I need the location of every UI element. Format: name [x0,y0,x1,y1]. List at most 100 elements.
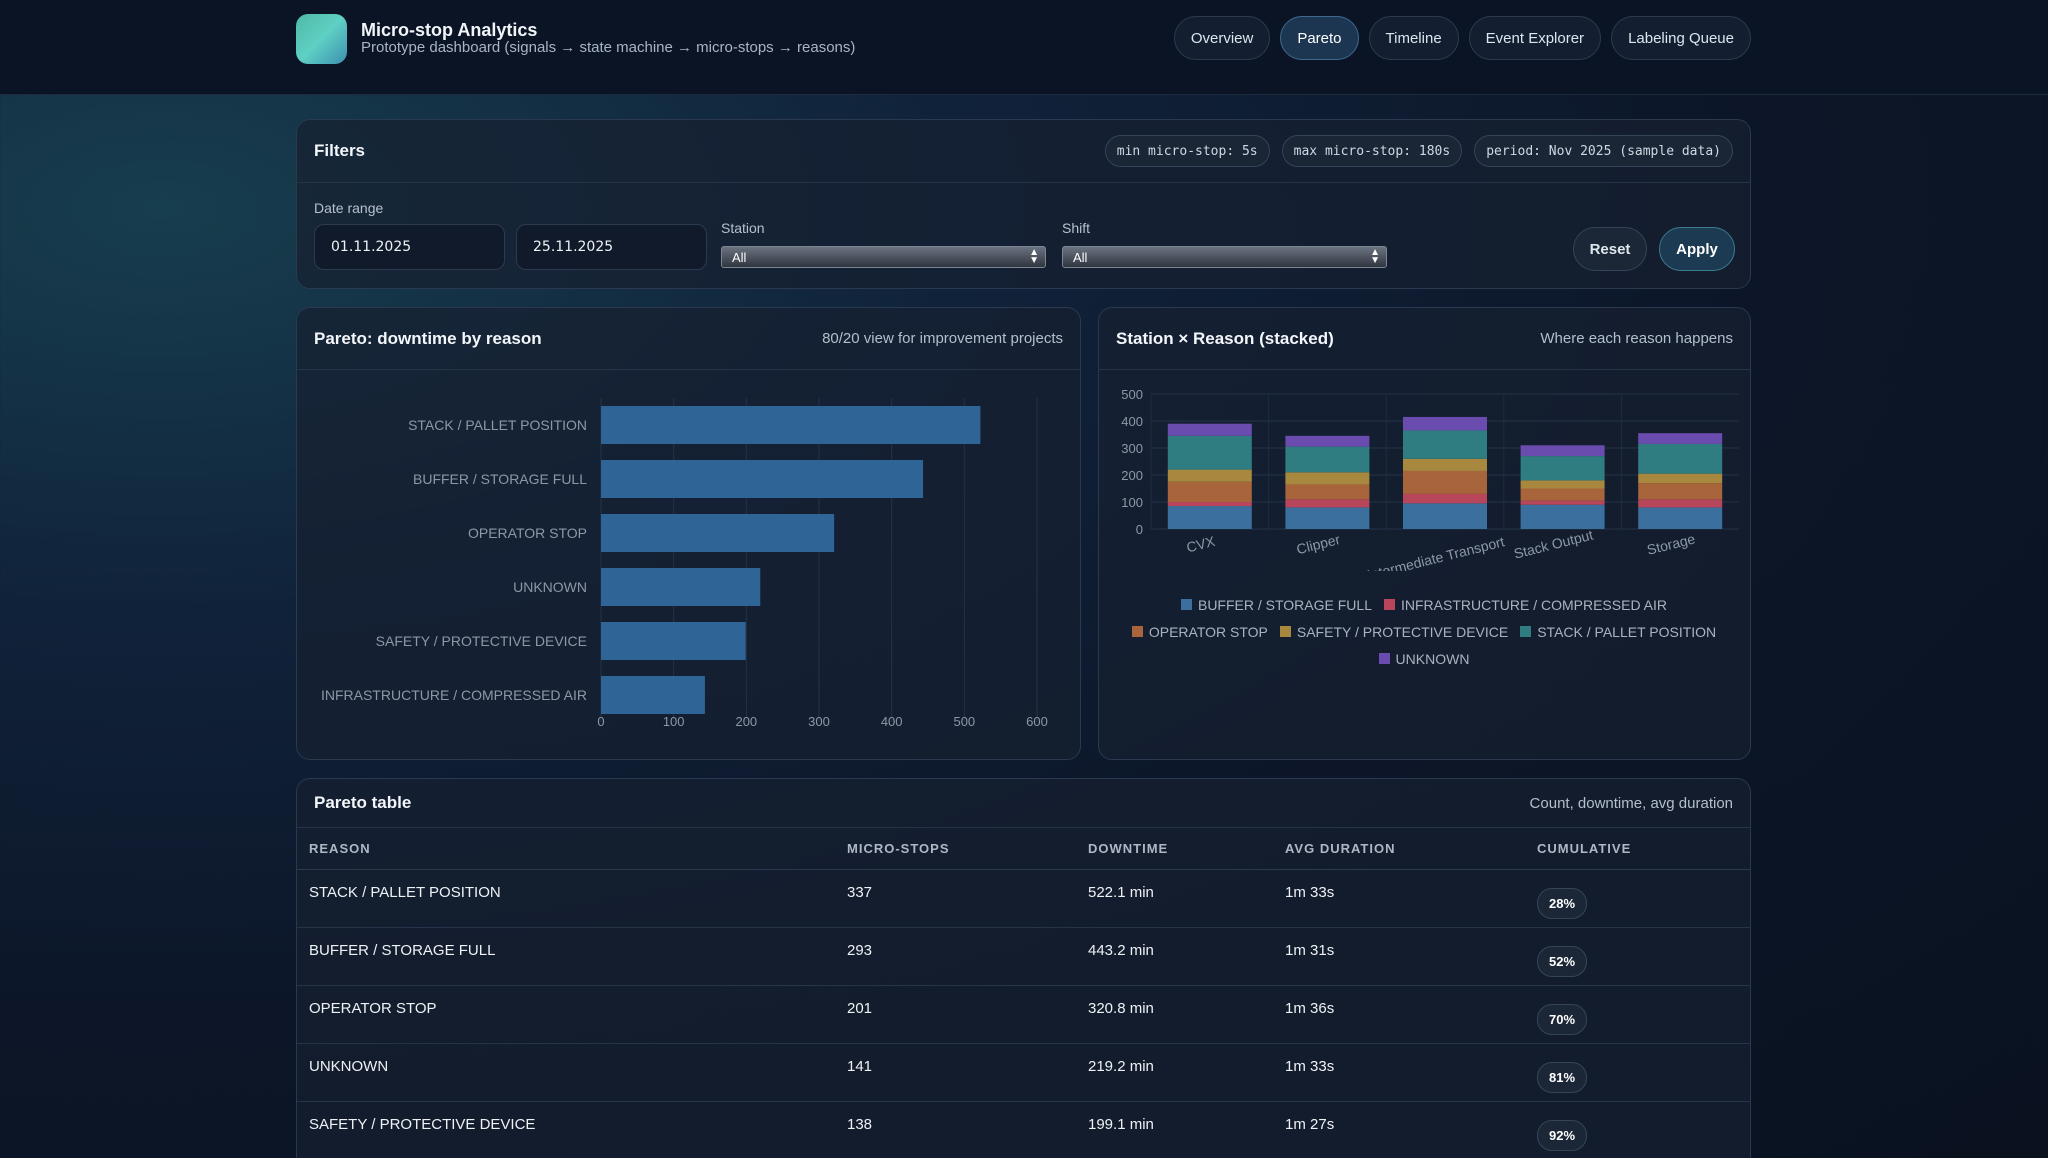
stacked-bar-segment [1638,507,1723,529]
legend-item[interactable]: UNKNOWN [1378,651,1469,667]
cell-micro-stops: 138 [835,1101,1076,1158]
date-from-input[interactable]: 01.11.2025 [314,224,505,270]
x-tick-label: 100 [663,714,685,729]
stacked-bar-segment [1638,443,1723,474]
nav-pareto[interactable]: Pareto [1280,16,1359,60]
stacked-bar-segment [1520,456,1605,481]
station-select[interactable]: All ▲ ▼ [721,246,1046,268]
stacked-bar-segment [1403,493,1487,504]
column-header-micro-stops[interactable]: MICRO-STOPS [835,828,1076,870]
app-subtitle: Prototype dashboard (signals → state mac… [361,39,856,56]
table-row[interactable]: SAFETY / PROTECTIVE DEVICE 138 199.1 min… [297,1101,1750,1158]
shift-select[interactable]: All ▲ ▼ [1062,246,1387,268]
pareto-table: REASON MICRO-STOPS DOWNTIME AVG DURATION… [297,828,1750,1158]
pareto-table-header: Pareto table Count, downtime, avg durati… [297,779,1750,828]
cell-micro-stops: 201 [835,985,1076,1044]
x-tick-label: 200 [735,714,757,729]
legend-item[interactable]: OPERATOR STOP [1131,624,1268,640]
pareto-bar [601,514,835,552]
cell-downtime: 443.2 min [1076,927,1273,986]
station-label: Station [721,220,765,236]
legend-item[interactable]: SAFETY / PROTECTIVE DEVICE [1279,624,1508,640]
apply-button[interactable]: Apply [1659,227,1735,271]
cell-reason: STACK / PALLET POSITION [297,869,835,928]
y-tick-label: 0 [1136,522,1143,537]
table-row[interactable]: BUFFER / STORAGE FULL 293 443.2 min 1m 3… [297,927,1750,986]
legend-item[interactable]: BUFFER / STORAGE FULL [1180,596,1372,613]
legend-swatch [1279,626,1291,637]
stacked-bar-segment [1167,435,1252,470]
stacked-bar-segment [1167,502,1252,507]
cell-micro-stops: 293 [835,927,1076,986]
stacked-bar-segment [1167,469,1252,482]
nav-overview[interactable]: Overview [1173,16,1271,60]
column-header-reason[interactable]: REASON [297,828,835,870]
select-caret-icon: ▲ ▼ [1370,247,1380,266]
cell-avg-duration: 1m 31s [1273,927,1525,986]
select-caret-icon: ▲ ▼ [1029,247,1039,266]
stacked-bar-segment [1520,480,1605,489]
cell-cumulative: 52% [1525,927,1750,986]
cell-reason: OPERATOR STOP [297,985,835,1044]
main-nav: Overview Pareto Timeline Event Explorer … [1173,16,1751,60]
cell-avg-duration: 1m 33s [1273,869,1525,928]
cell-downtime: 219.2 min [1076,1043,1273,1102]
cell-cumulative: 28% [1525,869,1750,928]
stacked-bar-segment [1638,433,1723,444]
table-row[interactable]: UNKNOWN 141 219.2 min 1m 33s 81% [297,1043,1750,1102]
stacked-bar-segment [1638,499,1723,508]
stacked-bar-segment [1285,499,1370,508]
filter-pills: min micro-stop: 5s max micro-stop: 180s … [1104,135,1733,167]
nav-timeline[interactable]: Timeline [1368,16,1459,60]
x-tick-label: Stack Output [1512,527,1595,562]
max-stop-pill: max micro-stop: 180s [1281,135,1463,167]
y-tick-label: 200 [1121,468,1143,483]
stacked-bar-segment [1285,507,1370,529]
category-label: INFRASTRUCTURE / COMPRESSED AIR [321,687,587,703]
cell-cumulative: 70% [1525,985,1750,1044]
column-header-avg-duration[interactable]: AVG DURATION [1273,828,1525,870]
stacked-bar-segment [1167,423,1252,436]
stacked-bar-segment [1167,481,1252,502]
stacked-chart: 0 100 200 300 400 500 CVX Clipper Intermediate T… [1121,387,1739,571]
cell-downtime: 320.8 min [1076,985,1273,1044]
stacked-chart-hint: Where each reason happens [1540,330,1733,347]
legend-label: STACK / PALLET POSITION [1537,623,1717,640]
column-header-downtime[interactable]: DOWNTIME [1076,828,1273,870]
category-label: STACK / PALLET POSITION [408,417,587,433]
table-row[interactable]: STACK / PALLET POSITION 337 522.1 min 1m… [297,869,1750,928]
min-stop-pill: min micro-stop: 5s [1104,135,1270,167]
y-tick-label: 100 [1121,495,1143,510]
x-tick-label: 500 [953,714,975,729]
pareto-table-card: Pareto table Count, downtime, avg durati… [296,778,1751,1158]
pareto-table-hint: Count, downtime, avg duration [1529,794,1733,812]
pareto-chart-card: Pareto: downtime by reason 80/20 view fo… [296,307,1081,760]
stacked-bar-segment [1285,446,1370,473]
reset-button[interactable]: Reset [1573,227,1647,271]
cell-reason: BUFFER / STORAGE FULL [297,927,835,986]
stacked-bar-segment [1403,416,1487,431]
legend-item[interactable]: STACK / PALLET POSITION [1520,624,1716,640]
pareto-chart-hint: 80/20 view for improvement projects [822,330,1063,347]
cell-downtime: 199.1 min [1076,1101,1273,1158]
table-row[interactable]: OPERATOR STOP 201 320.8 min 1m 36s 70% [297,985,1750,1044]
stacked-bar-segment [1403,458,1487,471]
legend-item[interactable]: INFRASTRUCTURE / COMPRESSED AIR [1383,597,1667,613]
pareto-table-title: Pareto table [314,793,412,812]
stacked-bar-segment [1520,488,1605,501]
stacked-bar-segment [1403,503,1487,529]
stacked-bar-segment [1285,472,1370,485]
filters-card: Filters min micro-stop: 5s max micro-sto… [296,119,1751,289]
column-header-cumulative[interactable]: CUMULATIVE [1525,828,1750,870]
legend-label: BUFFER / STORAGE FULL [1197,596,1372,613]
pareto-bar [601,568,761,606]
stacked-bar-segment [1638,473,1723,484]
date-to-input[interactable]: 25.11.2025 [516,224,707,270]
stacked-bar-segment [1167,506,1252,529]
stacked-chart-title: Station × Reason (stacked) [1116,328,1334,348]
nav-labeling-queue[interactable]: Labeling Queue [1611,16,1751,60]
x-tick-label: Storage [1645,530,1697,557]
app-logo [296,14,347,64]
nav-event-explorer[interactable]: Event Explorer [1468,16,1602,60]
pareto-chart-title: Pareto: downtime by reason [314,328,542,348]
